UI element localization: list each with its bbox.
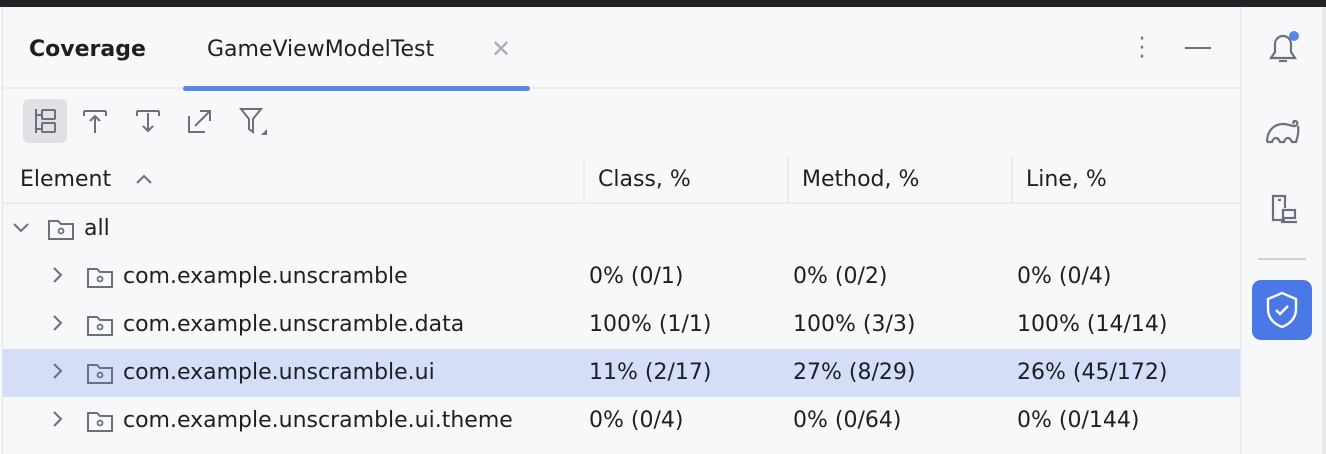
chevron-right-icon[interactable] bbox=[53, 411, 63, 427]
class-coverage: 0% (0/1) bbox=[589, 264, 684, 289]
expand-all-icon[interactable] bbox=[73, 99, 117, 143]
package-folder-icon bbox=[87, 268, 113, 288]
method-coverage: 0% (0/64) bbox=[793, 408, 902, 433]
column-headers: Element Class, % Method, % Line, % bbox=[3, 157, 1240, 204]
tab-label: GameViewModelTest bbox=[207, 37, 435, 62]
column-element[interactable]: Element bbox=[20, 167, 112, 192]
tree-row-all[interactable]: all bbox=[3, 205, 1240, 253]
more-options-icon[interactable]: · · · bbox=[1138, 27, 1146, 70]
row-name: com.example.unscramble.data bbox=[123, 312, 465, 337]
line-coverage: 26% (45/172) bbox=[1017, 360, 1168, 385]
close-icon[interactable]: ✕ bbox=[491, 35, 512, 63]
device-manager-icon[interactable] bbox=[1258, 185, 1308, 235]
chevron-right-icon[interactable] bbox=[53, 267, 63, 283]
window-top-bar bbox=[0, 0, 1326, 7]
method-coverage: 0% (0/2) bbox=[793, 264, 888, 289]
coverage-icon[interactable] bbox=[1252, 280, 1312, 340]
panel-header: Coverage GameViewModelTest ✕ · · · bbox=[3, 7, 1240, 91]
tree-row[interactable]: com.example.unscramble 0% (0/1) 0% (0/2)… bbox=[3, 253, 1240, 301]
column-line[interactable]: Line, % bbox=[1026, 167, 1107, 192]
column-method[interactable]: Method, % bbox=[802, 167, 920, 192]
row-name: all bbox=[84, 216, 110, 241]
package-folder-icon bbox=[87, 316, 113, 336]
row-name: com.example.unscramble bbox=[123, 264, 408, 289]
package-folder-icon bbox=[87, 364, 113, 384]
class-coverage: 100% (1/1) bbox=[589, 312, 712, 337]
filter-icon[interactable] bbox=[231, 99, 275, 143]
line-coverage: 0% (0/144) bbox=[1017, 408, 1140, 433]
panel-title: Coverage bbox=[29, 37, 146, 62]
strip-divider bbox=[1258, 258, 1306, 260]
divider bbox=[2, 7, 3, 454]
method-coverage: 100% (3/3) bbox=[793, 312, 916, 337]
chevron-right-icon[interactable] bbox=[53, 363, 63, 379]
package-folder-icon bbox=[48, 220, 74, 240]
row-name: com.example.unscramble.ui.theme bbox=[123, 408, 513, 433]
row-name: com.example.unscramble.ui bbox=[123, 360, 435, 385]
package-folder-icon bbox=[87, 412, 113, 432]
class-coverage: 0% (0/4) bbox=[589, 408, 684, 433]
column-class[interactable]: Class, % bbox=[598, 167, 691, 192]
sort-ascending-icon[interactable] bbox=[136, 174, 152, 184]
export-icon[interactable] bbox=[178, 99, 222, 143]
collapse-all-icon[interactable] bbox=[126, 99, 170, 143]
class-coverage: 11% (2/17) bbox=[589, 360, 712, 385]
flatten-packages-icon[interactable] bbox=[23, 99, 67, 143]
notifications-icon[interactable] bbox=[1258, 23, 1308, 73]
tab-gameviewmodeltest[interactable]: GameViewModelTest ✕ bbox=[183, 7, 530, 91]
column-separator[interactable] bbox=[787, 157, 789, 204]
method-coverage: 27% (8/29) bbox=[793, 360, 916, 385]
tab-underline bbox=[183, 86, 530, 91]
window-edge bbox=[1322, 7, 1326, 454]
tree-row[interactable]: com.example.unscramble.data 100% (1/1) 1… bbox=[3, 301, 1240, 349]
line-coverage: 100% (14/14) bbox=[1017, 312, 1168, 337]
chevron-right-icon[interactable] bbox=[53, 315, 63, 331]
tree-row-selected[interactable]: com.example.unscramble.ui 11% (2/17) 27%… bbox=[3, 349, 1240, 397]
chevron-down-icon[interactable] bbox=[13, 223, 29, 233]
line-coverage: 0% (0/4) bbox=[1017, 264, 1112, 289]
gradle-icon[interactable] bbox=[1258, 105, 1308, 155]
column-separator[interactable] bbox=[1011, 157, 1013, 204]
column-separator[interactable] bbox=[583, 157, 585, 204]
coverage-panel: Coverage GameViewModelTest ✕ · · · Element… bbox=[3, 7, 1240, 454]
minimize-icon[interactable] bbox=[1185, 47, 1211, 49]
right-tool-strip bbox=[1240, 7, 1322, 454]
tree-row[interactable]: com.example.unscramble.ui.theme 0% (0/4)… bbox=[3, 397, 1240, 445]
